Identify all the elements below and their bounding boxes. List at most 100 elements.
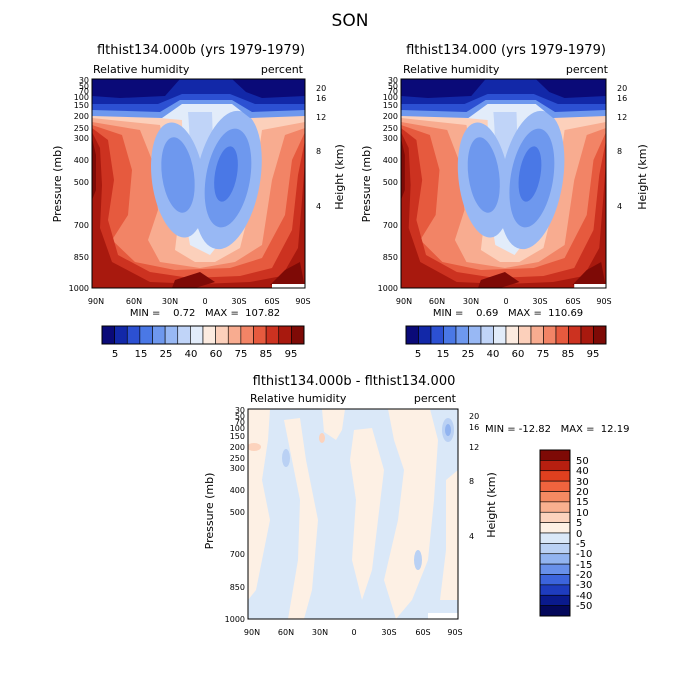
field-level-14 xyxy=(92,132,305,288)
panel-1-subtitle-right: percent xyxy=(261,63,304,76)
x-tick-label: 30S xyxy=(231,297,246,306)
colorbar-label: -10 xyxy=(576,549,592,560)
panel-1-subtitle-left: Relative humidity xyxy=(93,63,190,76)
height-tick-label: 12 xyxy=(469,443,479,452)
panel-diff-colorbar: 50 40 30 20 15 10 5 0 -5 -10 -15 -20 -30… xyxy=(539,449,592,617)
x-tick-label: 60N xyxy=(429,297,445,306)
colorbar-swatch xyxy=(493,325,507,345)
colorbar-frame xyxy=(539,449,571,617)
x-tick-label: 30S xyxy=(381,628,396,637)
height-tick-label: 20 xyxy=(617,84,627,93)
y-tick-label: 850 xyxy=(74,253,89,262)
y-tick-label: 150 xyxy=(383,101,398,110)
colorbar-label: 5 xyxy=(112,349,118,360)
panel-1: flthist134.000b (yrs 1979-1979) Relative… xyxy=(51,43,346,360)
colorbar-label: 75 xyxy=(235,349,248,360)
height-tick-label: 4 xyxy=(316,202,321,211)
y-tick-label: 200 xyxy=(230,443,245,452)
colorbar-swatch xyxy=(539,584,571,596)
colorbar-swatch xyxy=(539,480,571,492)
x-tick-label: 60S xyxy=(264,297,279,306)
height-tick-label: 12 xyxy=(617,113,627,122)
colorbar-label: -40 xyxy=(576,591,592,602)
colorbar-swatch xyxy=(405,325,419,345)
height-tick-label: 8 xyxy=(469,477,474,486)
height-tick-label: 16 xyxy=(617,94,627,103)
colorbar-swatch xyxy=(543,325,557,345)
diff-level-7 xyxy=(350,428,384,600)
y-tick-label: 70 xyxy=(235,418,245,427)
panel-diff-title: flthist134.000b - flthist134.000 xyxy=(253,374,456,389)
diff-level-7 xyxy=(284,418,318,619)
panel-2-frame xyxy=(400,78,607,289)
colorbar-swatch xyxy=(539,594,571,606)
diff-level-6 xyxy=(319,433,325,443)
missing-data-mask xyxy=(428,613,458,619)
colorbar-label: 50 xyxy=(576,456,589,467)
y-tick-label: 50 xyxy=(235,412,245,421)
height-tick-label: 16 xyxy=(316,94,326,103)
panel-diff-ylabel-right: Height (km) xyxy=(485,472,498,538)
colorbar-swatch xyxy=(539,553,571,565)
panel-diff-field xyxy=(248,409,458,619)
colorbar-swatch xyxy=(202,325,216,345)
diff-level-9 xyxy=(414,550,422,570)
y-tick-label: 70 xyxy=(388,87,398,96)
colorbar-swatch xyxy=(139,325,153,345)
colorbar-label: 85 xyxy=(260,349,273,360)
y-tick-label: 50 xyxy=(79,82,89,91)
diff-level-7 xyxy=(440,470,458,600)
colorbar-swatch xyxy=(539,460,571,472)
panel-2-colorbar: 5 15 25 40 60 75 85 95 xyxy=(405,325,607,360)
height-tick-label: 20 xyxy=(316,84,326,93)
x-tick-label: 90N xyxy=(88,297,104,306)
colorbar-label: -30 xyxy=(576,580,592,591)
colorbar-swatch xyxy=(539,543,571,555)
moist-core-north-mid xyxy=(467,137,500,213)
panel-2: flthist134.000 (yrs 1979-1979) Relative … xyxy=(360,43,649,360)
y-tick-label: 250 xyxy=(230,454,245,463)
y-tick-label: 700 xyxy=(230,550,245,559)
colorbar-swatch xyxy=(505,325,519,345)
figure-title: SON xyxy=(332,11,369,31)
panel-diff-ylabel: Pressure (mb) xyxy=(203,473,216,550)
panel-1-ylabel: Pressure (mb) xyxy=(51,146,64,223)
colorbar-label: 40 xyxy=(576,466,589,477)
x-tick-label: 30N xyxy=(312,628,328,637)
colorbar-swatch xyxy=(190,325,204,345)
y-tick-label: 300 xyxy=(383,134,398,143)
x-tick-label: 60S xyxy=(415,628,430,637)
colorbar-label: 15 xyxy=(437,349,450,360)
colorbar-swatch xyxy=(126,325,141,345)
panel-diff-subtitle-left: Relative humidity xyxy=(250,392,347,405)
field-level-15 xyxy=(401,138,606,288)
colorbar-swatch xyxy=(443,325,457,345)
colorbar-swatch xyxy=(164,325,179,345)
field-level-11 xyxy=(401,122,606,288)
colorbar-swatch xyxy=(480,325,494,345)
colorbar-swatch xyxy=(518,325,532,345)
y-tick-label: 850 xyxy=(230,583,245,592)
colorbar-swatch xyxy=(215,325,229,345)
panel-2-subtitle-left: Relative humidity xyxy=(403,63,500,76)
colorbar-swatch xyxy=(539,449,571,461)
y-tick-label: 700 xyxy=(74,221,89,230)
height-tick-label: 16 xyxy=(469,423,479,432)
panel-1-y-right-ticks: 20 16 12 8 4 xyxy=(316,84,326,211)
colorbar-swatch xyxy=(593,325,607,345)
y-tick-label: 100 xyxy=(230,424,245,433)
diff-level-10 xyxy=(445,424,451,436)
panel-1-colorbar: 5 15 25 40 60 75 85 95 xyxy=(101,325,305,360)
panel-1-stats: MIN = 0.72 MAX = 107.82 xyxy=(130,308,280,319)
y-tick-label: 400 xyxy=(74,156,89,165)
colorbar-label: 85 xyxy=(562,349,575,360)
y-tick-label: 500 xyxy=(230,508,245,517)
colorbar-swatch xyxy=(278,325,292,345)
panel-diff-y-right-ticks: 20 16 12 8 4 xyxy=(469,412,479,541)
diff-level-7 xyxy=(322,409,345,440)
colorbar-swatch xyxy=(539,522,571,534)
colorbar-label: 40 xyxy=(185,349,198,360)
colorbar-swatch xyxy=(418,325,432,345)
colorbar-label: 60 xyxy=(512,349,525,360)
